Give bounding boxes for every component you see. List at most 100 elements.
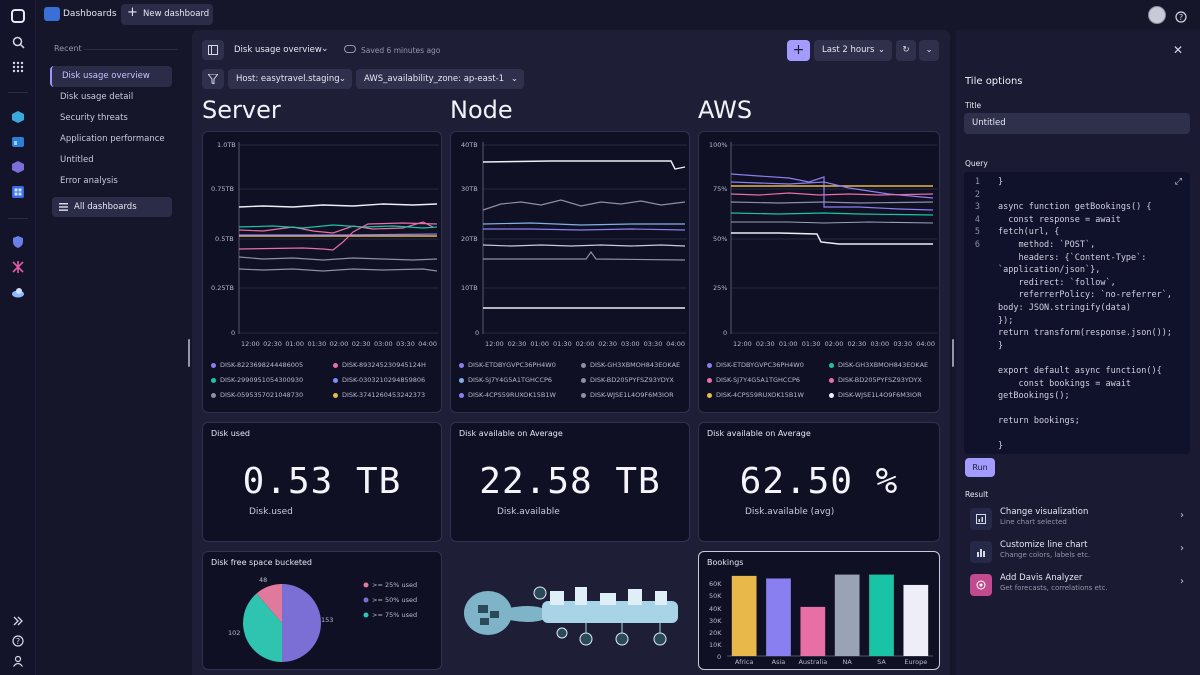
legend-item[interactable]: DISK-GH3XBMOH843EOKAE (581, 361, 680, 369)
section-title-server: Server (202, 96, 281, 124)
add-davis-analyzer-item[interactable]: Add Davis Analyzer Get forecasts, correl… (966, 572, 1190, 602)
code-line: referrerPolicy: `no-referrer`, (998, 290, 1172, 301)
y-tick: 30K (709, 617, 722, 625)
sidebar-item-disk-usage-overview[interactable]: Disk usage overview (50, 66, 172, 87)
all-dashboards-button[interactable]: All dashboards (52, 197, 172, 217)
kpi-value: 62.50 % (739, 461, 899, 502)
expand-icon[interactable]: ⤢ (1174, 177, 1182, 187)
panel-resize-handle[interactable] (952, 339, 954, 367)
pie-legend-item[interactable]: >= 25% used (372, 581, 418, 589)
bar[interactable] (903, 584, 929, 656)
sidebar-item-disk-usage-detail[interactable]: Disk usage detail (60, 92, 134, 102)
line-number: 2 (974, 189, 980, 200)
series-line (730, 173, 934, 211)
legend-item[interactable]: DISK-893245230945124H (333, 361, 426, 369)
filter-button[interactable] (202, 69, 224, 89)
legend-item[interactable]: DISK-GH3XBMOH843EOKAE (829, 361, 928, 369)
toggle-sidebar-button[interactable] (202, 40, 224, 60)
legend-item[interactable]: DISK-ETDBYGVPC36PH4W0 (459, 361, 556, 369)
dynatrace-logo-icon[interactable] (8, 6, 28, 26)
legend-item[interactable]: DISK-SJ7Y4G5A1TGHCCP6 (459, 376, 552, 384)
cloud-saved-icon (344, 45, 356, 53)
pie-legend-item[interactable]: >= 75% used (372, 611, 418, 619)
change-visualization-item[interactable]: Change visualization Line chart selected… (966, 506, 1190, 536)
sidebar-item-application-performance[interactable]: Application performance (60, 134, 165, 144)
series-line (730, 181, 934, 199)
axis-tick: 03:00 (373, 340, 393, 348)
title-dropdown-icon[interactable]: ⌄ (321, 44, 329, 54)
title-input[interactable]: Untitled (964, 113, 1190, 134)
run-button[interactable]: Run (965, 458, 995, 477)
legend-item[interactable]: DISK-BD205PYFSZ93YDYX (581, 376, 674, 384)
new-dashboard-button[interactable]: + New dashboard (121, 4, 213, 25)
sidebar-item-untitled[interactable]: Untitled (60, 155, 94, 165)
cloud-app-icon[interactable] (8, 282, 28, 302)
workflow-app-icon[interactable] (8, 257, 28, 277)
help-top-icon[interactable]: ? (1175, 8, 1187, 27)
bar[interactable] (731, 575, 757, 656)
legend-item[interactable]: DISK-ETDBYGVPC36PH4W0 (707, 361, 804, 369)
kpi-tile-disk-available[interactable]: Disk available on Average 22.58 TB Disk.… (450, 422, 690, 542)
kpi-tile-disk-used[interactable]: Disk used 0.53 TB Disk.used (202, 422, 442, 542)
infrastructure-app-icon[interactable] (8, 107, 28, 127)
legend-dot (363, 597, 369, 603)
help-icon[interactable]: ? (8, 631, 28, 651)
shield-app-icon[interactable] (8, 232, 28, 252)
legend-item[interactable]: DISK-0303210294859806 (333, 376, 425, 384)
axis-tick: 20TB (461, 235, 478, 243)
bar[interactable] (800, 606, 826, 656)
legend-item[interactable]: DISK-4CPS59RUXOK15B1W (459, 391, 556, 399)
zone-filter[interactable]: AWS_availability_zone: ap-east-1 ⌄ (356, 69, 524, 89)
aws-chart-tile[interactable]: 100% 75% 50% 25% 0 12:00 02:30 01:00 01:30 0… (698, 131, 940, 413)
server-chart-tile[interactable]: 1.0TB 0.75TB 0.5TB 0.25TB 0 12:00 02:30 01… (202, 131, 442, 413)
grid-app-icon[interactable] (8, 182, 28, 202)
topology-illustration (450, 551, 690, 670)
sidebar-item-error-analysis[interactable]: Error analysis (60, 176, 118, 186)
legend-item[interactable]: DISK-4CPS59RUXOK15B1W (707, 391, 804, 399)
bar[interactable] (869, 574, 894, 656)
axis-tick: 02:30 (351, 340, 371, 348)
legend-item[interactable]: DISK-SJ7Y4G5A1TGHCCP6 (707, 376, 800, 384)
kpi-tile-disk-available-avg[interactable]: Disk available on Average 62.50 % Disk.a… (698, 422, 940, 542)
refresh-button[interactable]: ↻ (896, 40, 916, 61)
code-line: const response = await (998, 214, 1121, 225)
dashboard-title[interactable]: Disk usage overview (234, 45, 322, 55)
close-icon[interactable]: ✕ (1173, 43, 1184, 57)
timeframe-selector[interactable]: Last 2 hours ⌄ (814, 40, 892, 61)
legend-item[interactable]: DISK-2990951054300930 (211, 376, 303, 384)
axis-tick: 30TB (461, 185, 478, 193)
all-dashboards-label: All dashboards (74, 202, 137, 212)
bookings-chart-tile[interactable]: Bookings 60K 50K 40K 30K 20K 10K 0 Afric… (698, 551, 940, 670)
recent-sidebar: Recent Disk usage overview Disk usage de… (44, 44, 184, 217)
legend-item[interactable]: DISK-WJSE1L4O9F6M3IOR (829, 391, 922, 399)
avatar[interactable] (1148, 6, 1166, 24)
bar[interactable] (834, 574, 860, 656)
legend-item[interactable]: DISK-3741260453242373 (333, 391, 425, 399)
bar-category-label: Asia (771, 658, 786, 666)
sidebar-resize-handle[interactable] (188, 339, 190, 367)
apps-grid-icon[interactable] (8, 57, 28, 77)
pie-legend-item[interactable]: >= 50% used (372, 596, 418, 604)
legend-item[interactable]: DISK-8223698244486005 (211, 361, 303, 369)
legend-item[interactable]: DISK-WJSE1L4O9F6M3IOR (581, 391, 674, 399)
customize-line-chart-item[interactable]: Customize line chart Change colors, labe… (966, 539, 1190, 569)
add-tile-button[interactable]: + (787, 40, 810, 61)
legend-item[interactable]: DISK-BD205PYFSZ93YDYX (829, 376, 922, 384)
cube-app-icon[interactable] (8, 157, 28, 177)
sidebar-item-security-threats[interactable]: Security threats (60, 113, 128, 123)
legend-item[interactable]: DISK-0595357021048730 (211, 391, 303, 399)
dashboards-app-icon[interactable] (8, 132, 28, 152)
bar[interactable] (766, 578, 791, 656)
axis-tick: 04:00 (418, 340, 437, 348)
host-filter[interactable]: Host: easytravel.staging ⌄ (228, 69, 352, 89)
axis-tick: 02:30 (598, 340, 618, 348)
search-icon[interactable] (8, 32, 28, 52)
user-icon[interactable] (8, 651, 28, 671)
node-chart-tile[interactable]: 40TB 30TB 20TB 10TB 0 12:00 02:30 01:00 01:… (450, 131, 690, 413)
expand-chevrons-icon[interactable] (8, 611, 28, 631)
more-options-button[interactable]: ⌄ (919, 40, 939, 61)
axis-tick: 03:00 (870, 340, 890, 348)
kpi-label: Disk.available (497, 507, 560, 517)
pie-chart-tile[interactable]: Disk free space bucketed 48 153 102 >= 2… (202, 551, 442, 670)
